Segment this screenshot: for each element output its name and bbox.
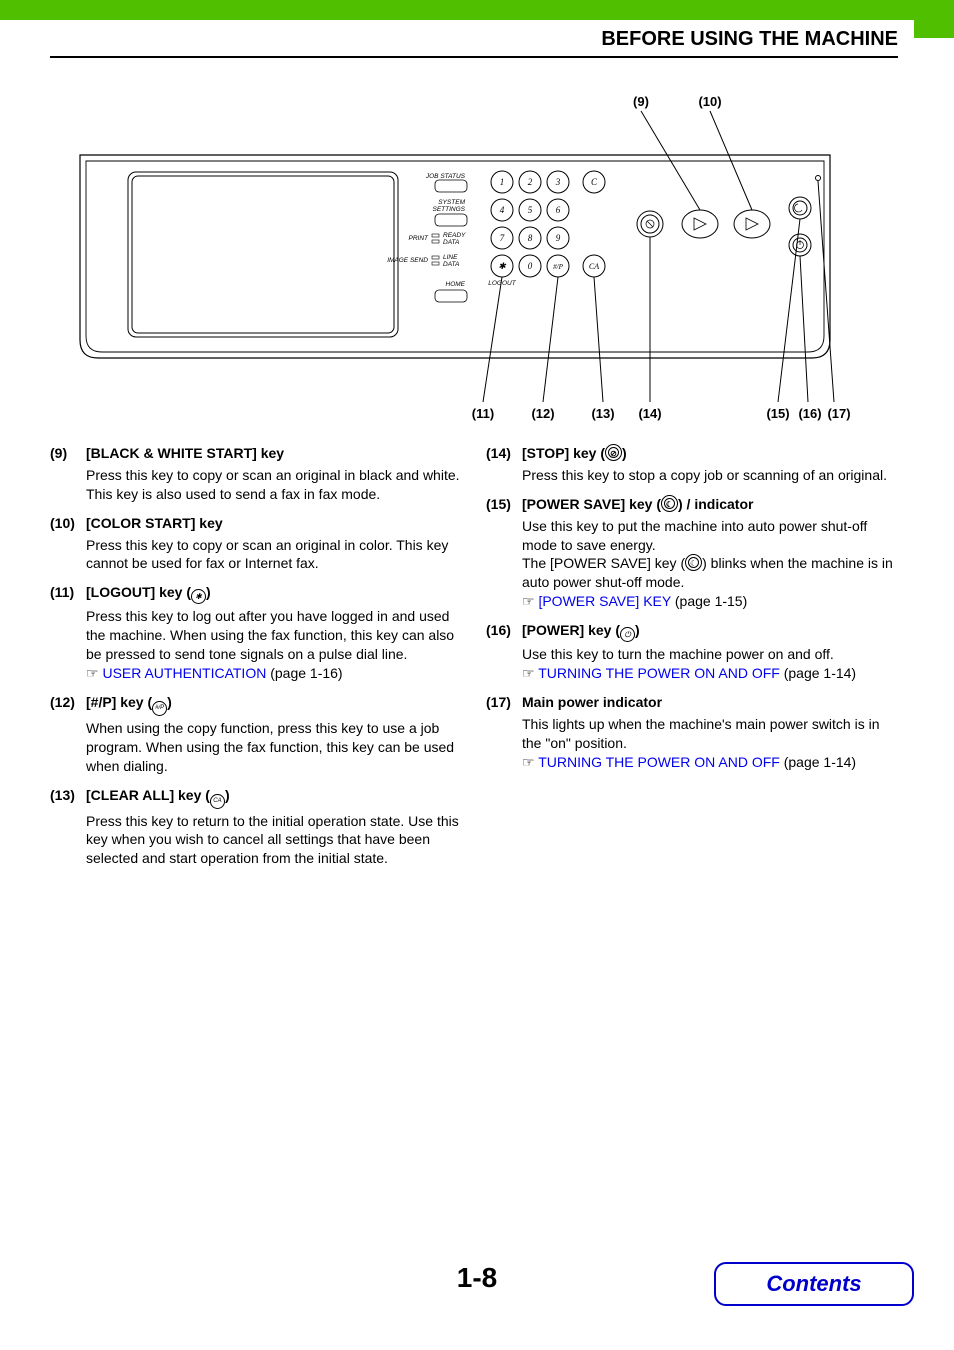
svg-text:(16): (16) [798,406,821,421]
svg-text:DATA: DATA [443,261,459,268]
svg-text:PRINT: PRINT [409,235,430,242]
svg-text:4: 4 [500,205,505,215]
power-icon: ⏻ [620,627,635,642]
top-accent-bar [0,0,954,20]
ca-icon: CA [210,794,225,809]
asterisk-icon: ✱ [191,589,206,604]
contents-button[interactable]: Contents [714,1262,914,1306]
header-rule [50,56,898,58]
svg-text:CA: CA [589,262,599,271]
power-save-key [789,197,811,219]
svg-text:(13): (13) [591,406,614,421]
item-12: (12) [#/P] key (#/P) When using the copy… [50,693,462,776]
right-column: (14) [STOP] key (⊘) Press this key to st… [486,444,898,878]
control-panel-diagram: JOB STATUS SYSTEM SETTINGS PRINT READY D… [50,90,870,430]
power-key [789,234,811,256]
main-power-led [816,176,821,181]
svg-text:READY: READY [443,232,466,239]
svg-text:(11): (11) [472,406,494,421]
item-15: (15) [POWER SAVE] key (☾) / indicator Us… [486,495,898,611]
svg-text:2: 2 [528,177,533,187]
item-14: (14) [STOP] key (⊘) Press this key to st… [486,444,898,485]
pointer-icon: ☞ [522,665,538,681]
svg-text:(10): (10) [698,94,721,109]
label-job-status: JOB STATUS [425,173,466,180]
svg-text:9: 9 [556,233,561,243]
svg-text:3: 3 [555,177,561,187]
svg-text:SYSTEM: SYSTEM [438,199,465,206]
bw-start-key [682,210,718,238]
pointer-icon: ☞ [522,754,538,770]
page-header: BEFORE USING THE MACHINE [601,28,898,51]
numeric-keypad: 1 2 3 C 4 5 6 7 8 9 ✱ 0 #/P CA LOGOUT [488,171,605,287]
top-accent-tail [914,20,954,38]
svg-text:✱: ✱ [498,261,507,271]
svg-text:0: 0 [528,261,533,271]
power-save-icon-inline: ☾ [685,554,702,571]
description-columns: (9)[BLACK & WHITE START] key Press this … [50,444,898,878]
color-start-key [734,210,770,238]
power-save-icon: ☾ [661,495,678,512]
link-power-save[interactable]: [POWER SAVE] KEY [538,593,671,609]
svg-text:SETTINGS: SETTINGS [432,206,465,213]
svg-text:C: C [591,177,598,187]
svg-text:(9): (9) [633,94,649,109]
item-16: (16) [POWER] key (⏻) Use this key to tur… [486,621,898,683]
svg-text:5: 5 [528,205,533,215]
pointer-icon: ☞ [522,593,538,609]
item-11: (11) [LOGOUT] key (✱) Press this key to … [50,583,462,683]
item-9: (9)[BLACK & WHITE START] key Press this … [50,444,462,504]
item-10: (10)[COLOR START] key Press this key to … [50,514,462,574]
pointer-icon: ☞ [86,665,102,681]
svg-text:(15): (15) [766,406,789,421]
left-column: (9)[BLACK & WHITE START] key Press this … [50,444,462,878]
hash-p-icon: #/P [152,701,167,716]
link-power-onoff-2[interactable]: TURNING THE POWER ON AND OFF [538,754,780,770]
svg-text:DATA: DATA [443,239,459,246]
stop-icon: ⊘ [605,444,622,461]
svg-text:(12): (12) [531,406,554,421]
svg-text:#/P: #/P [553,263,563,271]
svg-text:(17): (17) [827,406,850,421]
item-13: (13) [CLEAR ALL] key (CA) Press this key… [50,786,462,869]
item-17: (17)Main power indicator This lights up … [486,693,898,772]
link-user-auth[interactable]: USER AUTHENTICATION [102,665,266,681]
svg-text:(14): (14) [638,406,661,421]
svg-text:IMAGE SEND: IMAGE SEND [387,257,428,264]
svg-text:8: 8 [528,233,533,243]
svg-text:LINE: LINE [443,254,458,261]
svg-text:7: 7 [500,233,505,243]
svg-text:1: 1 [500,177,505,187]
stop-key [637,211,663,237]
link-power-onoff-1[interactable]: TURNING THE POWER ON AND OFF [538,665,780,681]
svg-text:6: 6 [556,205,561,215]
svg-text:LOGOUT: LOGOUT [488,280,516,287]
svg-text:HOME: HOME [446,281,466,288]
